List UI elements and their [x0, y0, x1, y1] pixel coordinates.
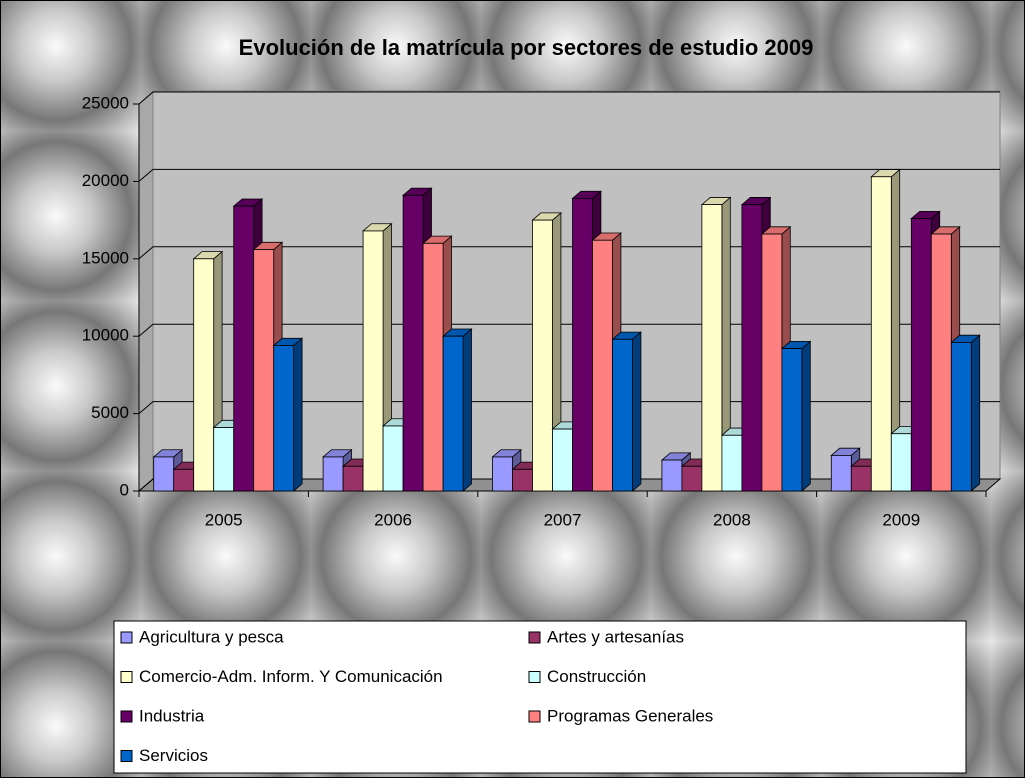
legend-swatch: [528, 671, 541, 683]
x-tick-label: 2005: [205, 510, 243, 529]
bar-front: [572, 198, 593, 492]
legend-label: Construcción: [547, 667, 646, 686]
legend-label: Artes y artesanías: [547, 627, 684, 646]
x-tick-label: 2006: [374, 510, 412, 529]
bar-front: [721, 434, 743, 492]
bar-front: [253, 249, 275, 492]
legend-label: Comercio-Adm. Inform. Y Comunicación: [139, 667, 443, 686]
legend-swatch: [120, 750, 133, 762]
bar-side: [970, 334, 981, 492]
bar-side: [801, 340, 811, 492]
bar-front: [781, 348, 803, 492]
bar-front: [761, 233, 783, 492]
bar-front: [830, 454, 852, 492]
bar-front: [612, 338, 633, 492]
bar: [611, 331, 642, 492]
bar-front: [681, 465, 703, 492]
legend-swatch: [528, 631, 541, 644]
legend-swatch: [120, 671, 133, 683]
bar-front: [910, 218, 932, 492]
bar-front: [173, 468, 195, 492]
bar-front: [701, 204, 723, 492]
bar-front: [233, 205, 255, 492]
bar-front: [322, 456, 344, 492]
bar: [442, 328, 473, 492]
bar-front: [532, 219, 553, 492]
grid-line: [138, 91, 1000, 105]
bar-front: [442, 335, 464, 492]
legend-swatch: [120, 631, 133, 644]
bar: [531, 212, 562, 492]
y-tick-label: 10000: [82, 326, 129, 345]
y-tick-label: 20000: [82, 171, 129, 190]
legend-label: Servicios: [139, 746, 208, 765]
bar-front: [492, 456, 513, 492]
legend-label: Programas Generales: [547, 706, 713, 725]
bar-front: [422, 242, 444, 492]
bar-side: [293, 337, 303, 492]
bar-front: [890, 433, 912, 492]
bar-front: [382, 425, 404, 492]
bar-front: [741, 204, 763, 492]
bar-front: [273, 345, 295, 492]
bar-front: [592, 239, 613, 492]
y-tick-label: 25000: [82, 93, 129, 112]
bar-side: [632, 331, 642, 492]
legend-swatch: [120, 710, 133, 723]
bar: [780, 340, 812, 492]
bar-side: [462, 328, 472, 492]
grid-line: [138, 168, 1000, 182]
bar-front: [512, 468, 533, 492]
bar-front: [850, 465, 872, 492]
legend-label: Agricultura y pesca: [139, 627, 284, 646]
legend-swatch: [528, 710, 541, 723]
bar-front: [552, 428, 573, 492]
bar: [272, 337, 304, 492]
chart-title: Evolución de la matrícula por sectores d…: [239, 35, 814, 60]
legend-label: Industria: [139, 706, 205, 725]
bar: [870, 168, 901, 492]
bar-front: [870, 176, 892, 492]
bar-front: [930, 233, 952, 492]
y-tick-label: 5000: [91, 403, 129, 422]
x-tick-label: 2008: [713, 510, 751, 529]
bar: [950, 334, 981, 492]
x-tick-label: 2007: [544, 510, 582, 529]
bar-front: [661, 459, 683, 492]
legend-box: [113, 620, 967, 774]
bar: [700, 196, 732, 492]
bar-front: [153, 456, 175, 492]
bar-front: [342, 465, 364, 492]
bar-front: [213, 427, 235, 492]
y-tick-label: 15000: [82, 248, 129, 267]
side-wall: [138, 90, 154, 493]
bar-front: [402, 194, 424, 492]
y-tick-label: 0: [120, 480, 129, 499]
bar-front: [193, 258, 215, 492]
bar-front: [362, 230, 384, 492]
bar-front: [950, 341, 972, 492]
x-tick-label: 2009: [882, 510, 920, 529]
